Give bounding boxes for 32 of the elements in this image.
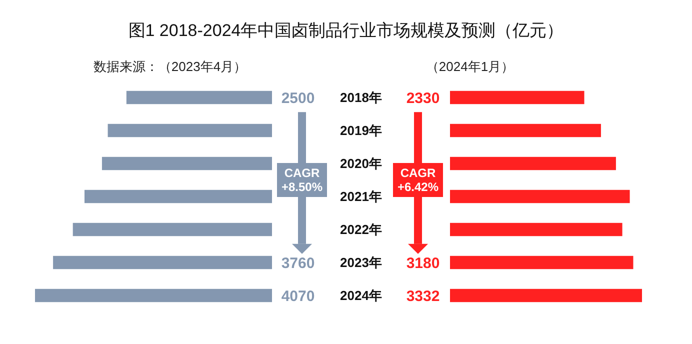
bar: [35, 288, 272, 302]
y-tick-label: 2022年: [340, 222, 382, 238]
bar: [450, 256, 634, 270]
bar: [450, 288, 642, 302]
y-tick-label: 2021年: [340, 189, 382, 204]
text: CAGR +8.50%: [281, 166, 323, 194]
y-tick-label: 2020年: [340, 156, 382, 172]
data-label: 3180: [406, 254, 440, 272]
data-label: 4070: [281, 288, 315, 305]
chart-subtitle: （2024年1月）: [426, 59, 514, 74]
bar: [450, 124, 601, 138]
text: 图1 2018-2024年中国卤制品行业市场规模及预测（亿元）: [128, 21, 564, 40]
text: CAGR +6.42%: [397, 166, 439, 194]
y-tick-label: 2023年: [340, 255, 382, 270]
bar: [450, 90, 584, 104]
bar: [84, 190, 272, 204]
bar: [72, 222, 272, 236]
bar: [53, 256, 272, 270]
bar: [126, 90, 272, 104]
data-label: 3760: [281, 254, 315, 272]
y-tick-label: 2018年: [340, 90, 382, 106]
bar: [102, 156, 272, 170]
y-tick-label: 2019年: [340, 123, 382, 138]
bar: [450, 222, 622, 236]
data-label: 2330: [406, 90, 440, 107]
bar: [450, 156, 616, 170]
bar: [450, 190, 630, 204]
y-tick-label: 2024年: [340, 288, 382, 304]
data-label: 2500: [281, 90, 315, 107]
data-label: 3332: [406, 288, 440, 305]
bar: [108, 124, 272, 138]
chart-subtitle: 数据来源：（2023年4月）: [93, 59, 247, 74]
